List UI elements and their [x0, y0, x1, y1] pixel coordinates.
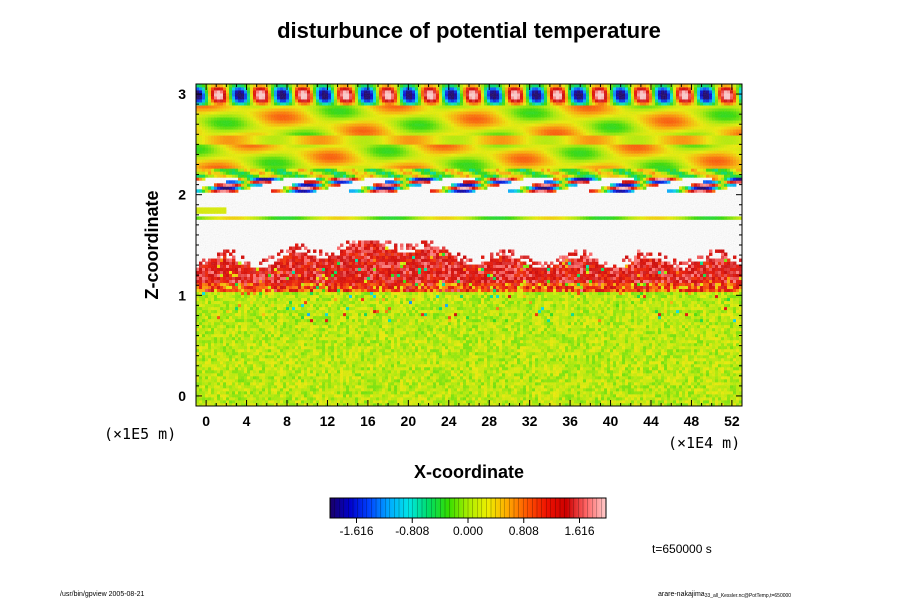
chart-title: disturbunce of potential temperature: [277, 18, 661, 43]
heatmap-area: [196, 84, 742, 406]
